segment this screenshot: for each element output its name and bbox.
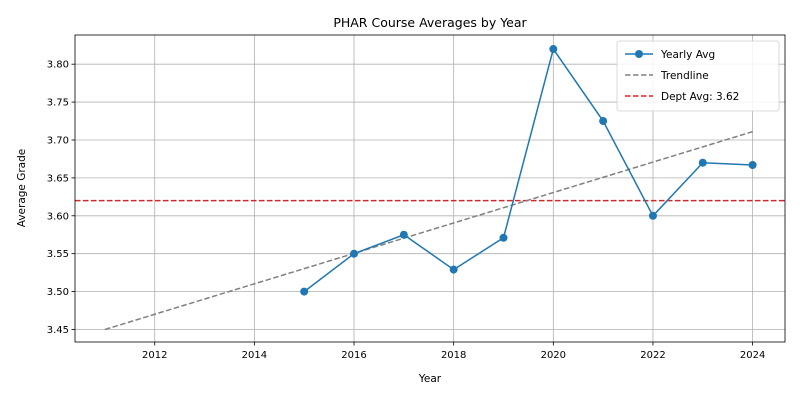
yearly-avg-point (499, 233, 508, 242)
y-tick-label: 3.75 (47, 98, 69, 109)
yearly-avg-point (350, 249, 359, 258)
axis-ticks: 2012 2014 2016 2018 2020 2022 2024 3.45 3.50 3.55… (47, 60, 766, 361)
chart-title: PHAR Course Averages by Year (333, 15, 527, 30)
x-tick-label: 2024 (740, 350, 765, 361)
y-axis-label: Average Grade (16, 149, 28, 227)
trendline (104, 130, 753, 331)
yearly-avg-point (748, 161, 757, 170)
yearly-avg-point (449, 265, 458, 274)
legend-dept-avg-label: Dept Avg: 3.62 (661, 91, 739, 103)
legend: Yearly Avg Trendline Dept Avg: 3.62 (616, 40, 780, 112)
yearly-avg-point (698, 158, 707, 167)
x-axis-label: Year (418, 373, 442, 385)
x-tick-label: 2020 (541, 350, 566, 361)
series-layer (104, 45, 757, 331)
plot-frame (74, 34, 786, 343)
y-tick-label: 3.80 (47, 60, 69, 71)
x-tick-label: 2012 (142, 350, 167, 361)
y-tick-label: 3.50 (47, 287, 69, 298)
yearly-avg-point (599, 117, 608, 126)
yearly-avg-point (648, 211, 657, 220)
y-tick-label: 3.55 (47, 249, 69, 260)
y-tick-label: 3.70 (47, 135, 69, 146)
yearly-avg-point (300, 287, 309, 296)
legend-box (616, 40, 780, 112)
x-tick-label: 2016 (341, 350, 366, 361)
legend-yearly-avg-label: Yearly Avg (660, 49, 715, 61)
x-tick-label: 2022 (640, 350, 665, 361)
y-tick-label: 3.65 (47, 173, 69, 184)
x-tick-label: 2014 (242, 350, 267, 361)
legend-trendline-label: Trendline (660, 70, 709, 82)
y-tick-label: 3.60 (47, 211, 69, 222)
yearly-avg-point (549, 45, 558, 54)
y-tick-label: 3.45 (47, 325, 69, 336)
yearly-avg-point (399, 230, 408, 239)
x-tick-label: 2018 (441, 350, 466, 361)
legend-yearly-avg-marker (635, 50, 643, 58)
yearly-avg-line (303, 47, 753, 293)
